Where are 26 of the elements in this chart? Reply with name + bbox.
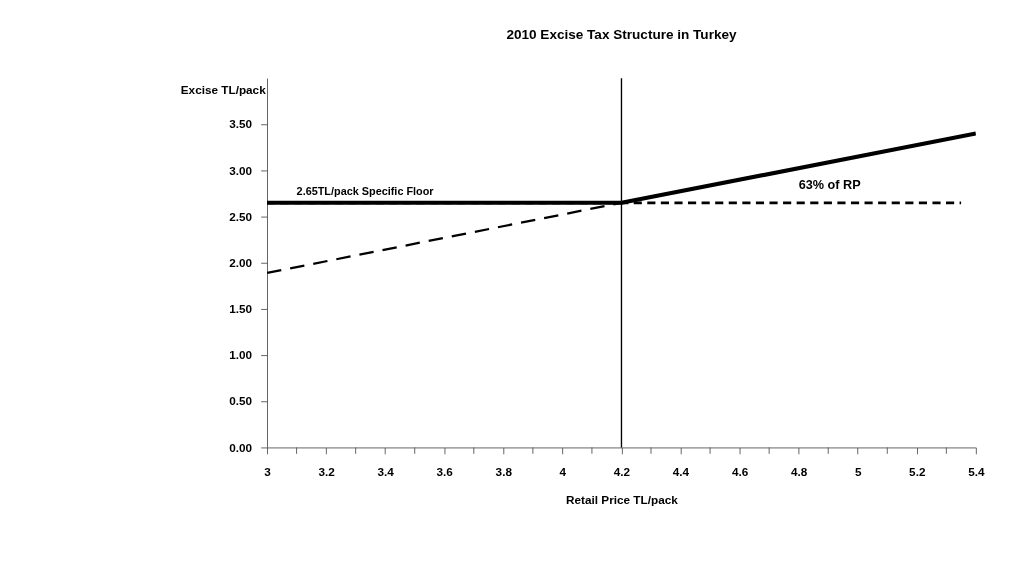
x-tick-label: 3.4 (377, 465, 395, 478)
y-tick-label: 3.00 (229, 163, 253, 177)
x-tick-label: 3.6 (436, 465, 454, 478)
y-tick-label: 2.00 (229, 255, 253, 269)
x-tick-label: 5 (854, 465, 862, 478)
chart-title: 2010 Excise Tax Structure in Turkey (506, 26, 738, 42)
x-tick-label: 3.8 (495, 465, 513, 478)
y-tick-label: 2.50 (229, 209, 253, 223)
x-tick-label: 4.6 (731, 465, 749, 478)
x-tick-label: 4.2 (613, 465, 631, 478)
x-axis-title: Retail Price TL/pack (566, 493, 679, 507)
x-tick-label: 3 (264, 465, 272, 478)
x-tick-label: 4.8 (790, 465, 808, 478)
annotation: 2.65TL/pack Specific Floor (296, 184, 435, 197)
x-tick-label: 5.2 (909, 465, 926, 478)
y-axis-title: Excise TL/pack (180, 82, 267, 96)
y-tick-label: 3.50 (229, 117, 253, 131)
y-tick-label: 1.00 (229, 348, 253, 362)
x-tick-label: 5.4 (968, 465, 985, 478)
y-tick-label: 0.50 (229, 394, 253, 408)
x-tick-label: 3.2 (318, 465, 336, 478)
annotation: 63% of RP (798, 178, 862, 193)
y-tick-label: 1.50 (229, 302, 253, 316)
y-tick-label: 0.00 (229, 440, 253, 454)
x-tick-label: 4 (559, 465, 567, 478)
x-tick-label: 4.4 (672, 465, 690, 478)
